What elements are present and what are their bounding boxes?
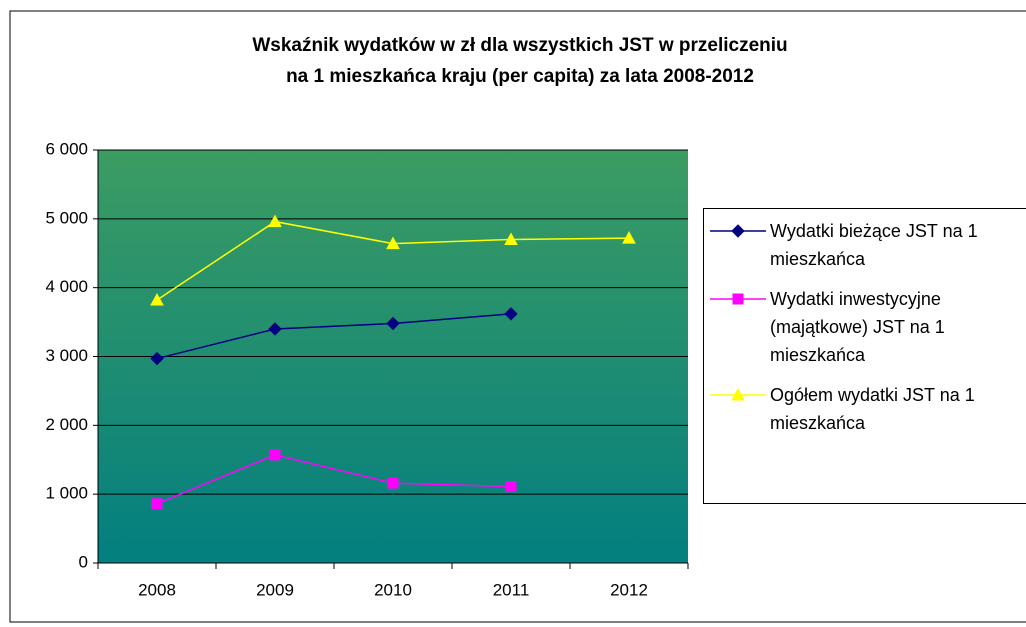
legend-entry: Wydatki inwestycyjne (majątkowe) JST na … [704,285,1026,369]
series-line [156,313,512,360]
x-tick-label: 2012 [610,580,648,599]
y-tick-label: 0 [79,552,88,571]
marker [151,498,163,510]
legend-label: Ogółem wydatki JST na 1 mieszkańca [770,385,975,433]
legend-key [710,293,766,305]
marker [732,293,744,305]
marker [387,477,399,489]
y-tick-label: 1 000 [45,484,88,503]
chart-title: na 1 mieszkańca kraju (per capita) za la… [286,66,754,87]
x-tick-label: 2008 [138,580,176,599]
y-tick-label: 2 000 [45,415,88,434]
legend-key [710,224,766,238]
y-tick-label: 6 000 [45,139,88,158]
marker [269,449,281,461]
marker [386,316,400,331]
marker [150,293,164,306]
marker [505,481,517,493]
marker [268,214,282,228]
x-tick-label: 2010 [374,580,412,599]
x-tick-label: 2009 [256,580,294,599]
frame [9,10,1026,623]
x-tick-label: 2011 [493,580,530,599]
y-tick-label: 3 000 [45,346,88,365]
y-tick-label: 4 000 [45,277,88,296]
marker [731,387,745,401]
marker [268,322,282,336]
marker [504,232,518,245]
marker [150,351,164,366]
legend-label: Wydatki inwestycyjne (majątkowe) JST na … [770,289,945,365]
marker [622,231,636,244]
marker [504,307,518,321]
legend-entry: Ogółem wydatki JST na 1 mieszkańca [704,381,1026,437]
legend-label: Wydatki bieżące JST na 1 mieszkańca [770,221,978,269]
legend: Wydatki bieżące JST na 1 mieszkańca Wydat… [703,208,1026,504]
series-line [156,454,512,505]
marker [386,236,400,250]
legend-entry: Wydatki bieżące JST na 1 mieszkańca [704,217,1026,273]
y-tick-label: 5 000 [45,208,88,227]
legend-key [710,387,766,401]
marker [731,224,745,238]
chart-title: Wskaźnik wydatków w zł dla wszystkich JS… [252,35,787,56]
